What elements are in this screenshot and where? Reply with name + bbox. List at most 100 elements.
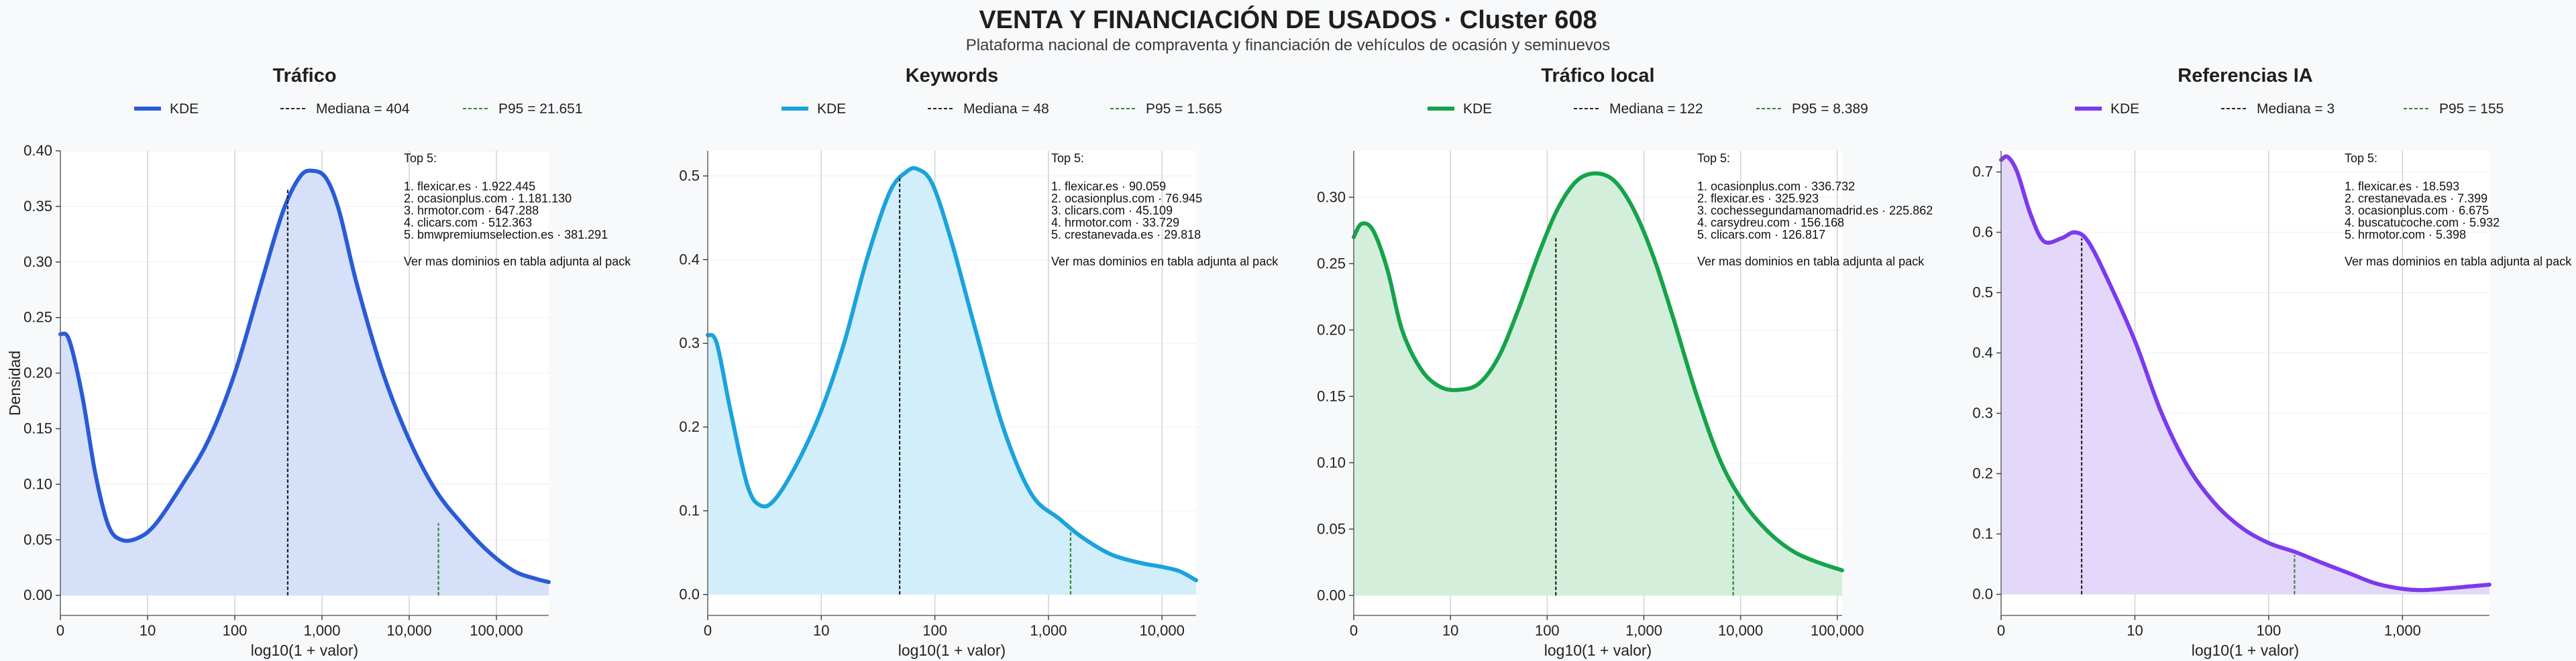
legend-p95-label: P95 = 21.651 bbox=[498, 101, 583, 117]
legend-kde-label: KDE bbox=[170, 101, 199, 117]
y-tick-label: 0.05 bbox=[23, 531, 52, 548]
top5-item: 1. ocasionplus.com · 336.732 bbox=[1697, 180, 1855, 193]
x-tick-label: 100 bbox=[922, 622, 947, 639]
top5-item: 4. clicars.com · 512.363 bbox=[404, 216, 532, 229]
figure-subtitle: Plataforma nacional de compraventa y fin… bbox=[966, 36, 1611, 54]
top5-header: Top 5: bbox=[2345, 152, 2377, 165]
y-tick-label: 0.2 bbox=[1972, 465, 1993, 482]
legend: KDE Mediana = 122 P95 = 8.389 bbox=[1428, 101, 1868, 117]
y-tick-label: 0.3 bbox=[1972, 405, 1993, 422]
x-tick-label: 10 bbox=[140, 622, 156, 639]
panel-title: Keywords bbox=[906, 65, 999, 86]
y-tick-label: 0.0 bbox=[1972, 586, 1993, 603]
panel-4: 0.0 0.1 0.2 0.3 0.4 0.5 0.6 0.7 0 10 100 1,000 log10… bbox=[1972, 65, 2572, 659]
kde-line bbox=[706, 166, 1198, 583]
panel-1: 0.00 0.05 0.10 0.15 0.20 0.25 0.30 0.35 0.40 0 10 1… bbox=[6, 65, 631, 659]
top5-item: 5. crestanevada.es · 29.818 bbox=[1051, 228, 1201, 241]
top5-header: Top 5: bbox=[1697, 152, 1730, 165]
kde-area bbox=[1354, 173, 1842, 596]
y-tick-label: 0.7 bbox=[1972, 164, 1993, 180]
y-tick-label: 0.4 bbox=[1972, 345, 1993, 361]
top5-item: 1. flexicar.es · 18.593 bbox=[2345, 180, 2459, 193]
y-tick-label: 0.5 bbox=[1972, 284, 1993, 301]
panels: 0.000.050.100.150.200.250.300.350.400 10 1… bbox=[6, 65, 2572, 659]
top5-header: Top 5: bbox=[404, 152, 437, 165]
y-tick-label: 0.20 bbox=[1317, 321, 1346, 338]
top5-item: 3. clicars.com · 45.109 bbox=[1051, 204, 1173, 217]
top5-item: 2. ocasionplus.com · 1.181.130 bbox=[404, 192, 572, 205]
x-tick-label: 10 bbox=[2127, 622, 2143, 639]
top5-item: 1. flexicar.es · 1.922.445 bbox=[404, 180, 535, 193]
y-tick-label: 0.3 bbox=[679, 335, 700, 351]
y-tick-label: 0.5 bbox=[679, 167, 700, 184]
top5-item: 2. flexicar.es · 325.923 bbox=[1697, 192, 1819, 205]
kde-line bbox=[58, 168, 551, 585]
x-axis-label: log10(1 + valor) bbox=[898, 642, 1006, 659]
legend-p95-label: P95 = 8.389 bbox=[1792, 101, 1868, 117]
y-tick-label: 0.6 bbox=[1972, 224, 1993, 241]
y-tick-label: 0.05 bbox=[1317, 520, 1346, 537]
y-tick-label: 0.10 bbox=[1317, 454, 1346, 471]
x-tick-label: 10 bbox=[1442, 622, 1458, 639]
x-tick-label: 10,000 bbox=[386, 622, 431, 639]
x-tick-label: 0 bbox=[1997, 622, 2005, 639]
top5-more-note: Ver mas dominios en tabla adjunta al pac… bbox=[404, 255, 631, 268]
y-axis-label: Densidad bbox=[6, 351, 23, 416]
y-tick-label: 0.40 bbox=[23, 142, 52, 159]
top5-more-note: Ver mas dominios en tabla adjunta al pac… bbox=[2345, 255, 2572, 268]
y-tick-label: 0.0 bbox=[679, 586, 700, 603]
top5-item: 4. buscatucoche.com · 5.932 bbox=[2345, 216, 2500, 229]
panel-3: 0.00 0.05 0.10 0.15 0.20 0.25 0.30 0 10 100 1,000 1… bbox=[1317, 65, 1933, 659]
top5-more-note: Ver mas dominios en tabla adjunta al pac… bbox=[1051, 255, 1279, 268]
legend: KDE Mediana = 3 P95 = 155 bbox=[2075, 101, 2504, 117]
x-axis-label: log10(1 + valor) bbox=[2192, 642, 2299, 659]
x-tick-label: 0 bbox=[56, 622, 64, 639]
top5-item: 2. crestanevada.es · 7.399 bbox=[2345, 192, 2487, 205]
x-tick-label: 100 bbox=[2257, 622, 2282, 639]
x-axis-label: log10(1 + valor) bbox=[1544, 642, 1652, 659]
legend-kde-label: KDE bbox=[1463, 101, 1492, 117]
y-tick-label: 0.35 bbox=[23, 198, 52, 215]
x-tick-label: 1,000 bbox=[1030, 622, 1067, 639]
x-tick-label: 100 bbox=[223, 622, 248, 639]
top5-item: 5. clicars.com · 126.817 bbox=[1697, 228, 1825, 241]
top5-item: 1. flexicar.es · 90.059 bbox=[1051, 180, 1166, 193]
y-tick-label: 0.25 bbox=[23, 309, 52, 326]
panel-title: Referencias IA bbox=[2178, 65, 2313, 86]
legend-median-label: Mediana = 48 bbox=[963, 101, 1049, 117]
x-tick-label: 0 bbox=[704, 622, 712, 639]
y-tick-label: 0.15 bbox=[1317, 387, 1346, 404]
y-tick-label: 0.25 bbox=[1317, 255, 1346, 272]
kde-area bbox=[60, 170, 549, 596]
kde-line bbox=[1999, 154, 2491, 593]
x-tick-label: 1,000 bbox=[303, 622, 340, 639]
x-tick-label: 100 bbox=[1535, 622, 1560, 639]
y-tick-label: 0.15 bbox=[23, 420, 52, 436]
legend-median-label: Mediana = 3 bbox=[2257, 101, 2334, 117]
panel-2: 0.0 0.1 0.2 0.3 0.4 0.5 0 10 100 1,000 10,000 log10… bbox=[679, 65, 1279, 659]
kde-area bbox=[708, 168, 1196, 595]
x-tick-label: 100,000 bbox=[470, 622, 523, 639]
x-tick-label: 10,000 bbox=[1718, 622, 1763, 639]
top5-item: 4. hrmotor.com · 33.729 bbox=[1051, 216, 1179, 229]
y-tick-label: 0.30 bbox=[1317, 188, 1346, 205]
kde-area bbox=[2001, 156, 2489, 595]
top5-item: 4. carsydreu.com · 156.168 bbox=[1697, 216, 1844, 229]
legend: KDE Mediana = 404 P95 = 21.651 bbox=[134, 101, 583, 117]
legend-median-label: Mediana = 404 bbox=[316, 101, 410, 117]
top5-item: 3. cochessegundamanomadrid.es · 225.862 bbox=[1697, 204, 1933, 217]
x-tick-label: 10,000 bbox=[1140, 622, 1185, 639]
y-tick-label: 0.20 bbox=[23, 365, 52, 381]
x-tick-label: 100,000 bbox=[1811, 622, 1864, 639]
top5-item: 3. ocasionplus.com · 6.675 bbox=[2345, 204, 2489, 217]
legend-p95-label: P95 = 1.565 bbox=[1146, 101, 1222, 117]
panel-title: Tráfico local bbox=[1541, 65, 1654, 86]
legend: KDE Mediana = 48 P95 = 1.565 bbox=[782, 101, 1222, 117]
top5-item: 5. bmwpremiumselection.es · 381.291 bbox=[404, 228, 608, 241]
legend-median-label: Mediana = 122 bbox=[1609, 101, 1703, 117]
top5-item: 5. hrmotor.com · 5.398 bbox=[2345, 228, 2466, 241]
